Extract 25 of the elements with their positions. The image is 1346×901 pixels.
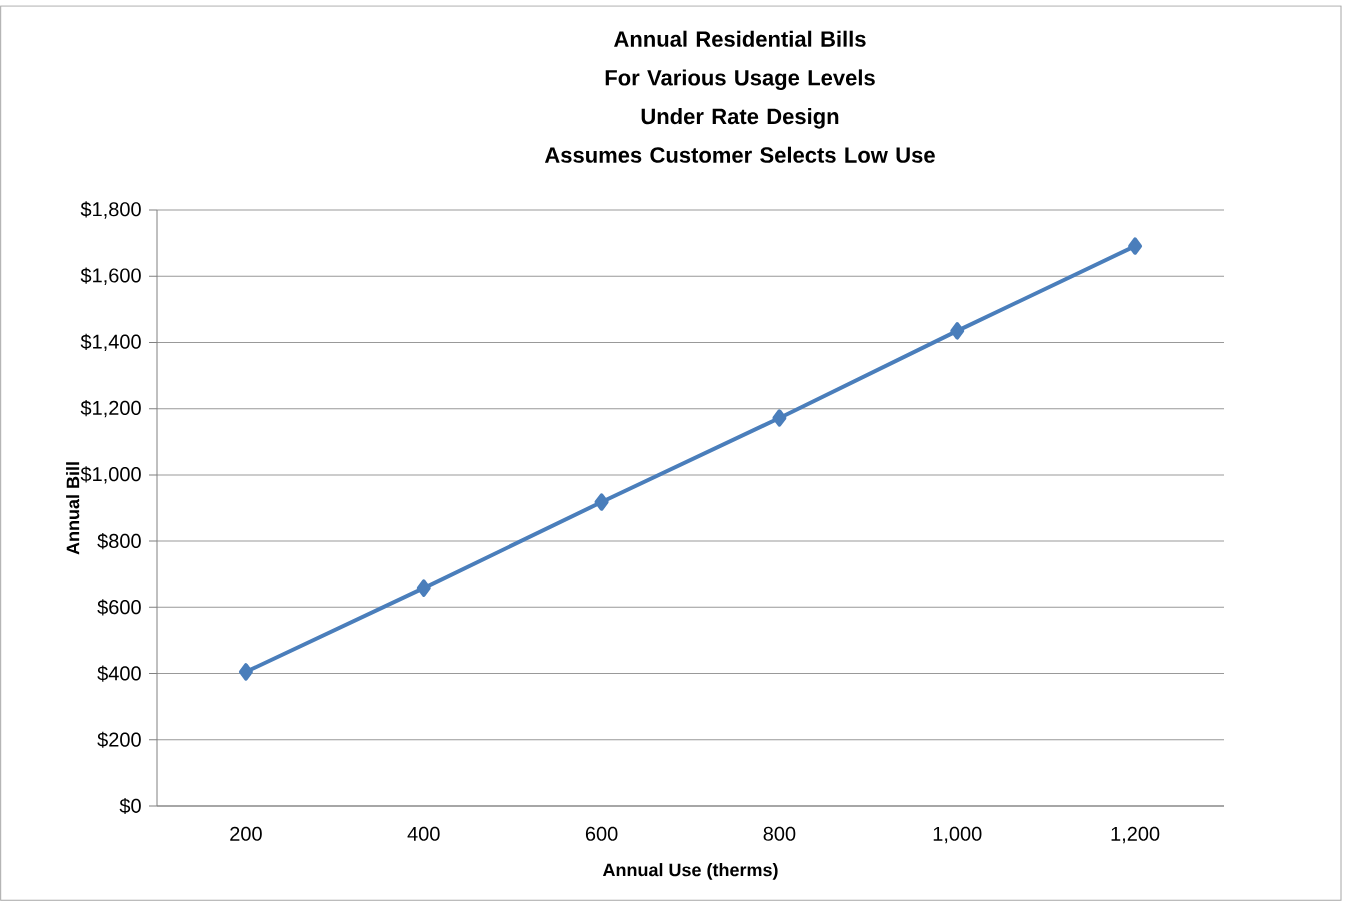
y-tick-label: $200 — [97, 731, 141, 748]
y-tick-label: $1,200 — [80, 399, 141, 418]
point — [594, 493, 609, 511]
y-tick-label: $800 — [97, 533, 141, 550]
x-tick-label: 1,000 — [933, 826, 982, 844]
chart-title: Annual Residential Bills For Various Usage Levels Under Rate Design Assumes Customer Selects Low Use — [544, 30, 935, 163]
y-axis-title: Annual Bill — [66, 462, 80, 555]
x-tick-label: 600 — [585, 826, 618, 841]
y-tick-label: $400 — [97, 665, 141, 682]
x-tick-label: 1,200 — [1111, 826, 1160, 844]
y-tick-label: $1,800 — [80, 201, 141, 219]
x-tick-label: 200 — [230, 826, 262, 841]
point — [772, 409, 787, 427]
y-tick-label: $0 — [119, 797, 141, 815]
point — [238, 663, 253, 681]
y-tick-label: $1,400 — [80, 333, 141, 352]
x-axis-title: Annual Use (therms) — [602, 863, 778, 880]
point — [950, 322, 965, 340]
y-tick-label: $1,600 — [80, 267, 141, 285]
y-tick-label: $1,000 — [80, 466, 141, 484]
x-tick-label: 800 — [763, 826, 796, 841]
point — [1128, 237, 1143, 255]
point — [416, 579, 431, 597]
x-tick-label: 400 — [407, 826, 440, 841]
y-tick-label: $600 — [97, 599, 141, 616]
